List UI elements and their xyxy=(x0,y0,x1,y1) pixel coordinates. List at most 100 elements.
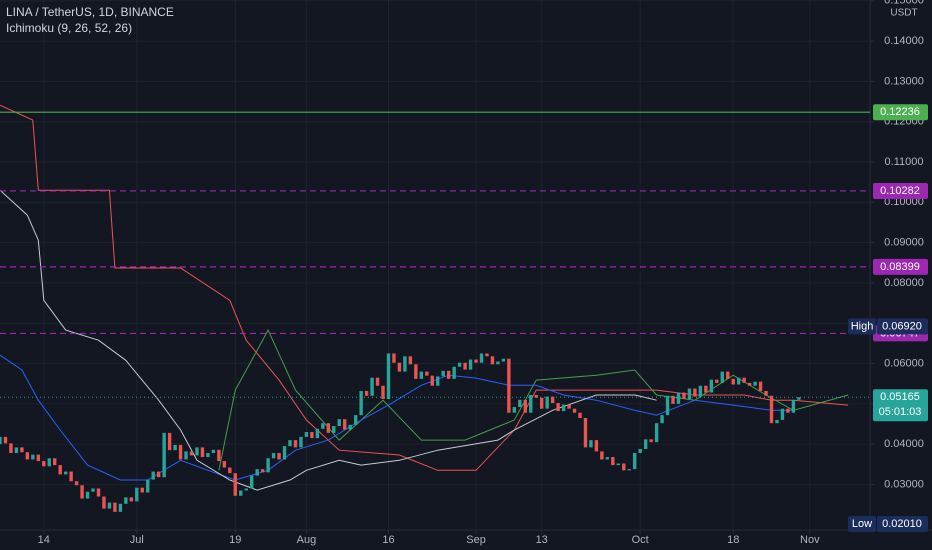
candle-body xyxy=(786,408,790,413)
candle-body xyxy=(14,447,19,454)
candle-body xyxy=(36,454,40,462)
high-name-box xyxy=(848,318,876,335)
candle-body xyxy=(567,404,571,409)
candle-body xyxy=(129,497,134,502)
y-tick-label: 0.10000 xyxy=(884,196,924,208)
candle-body xyxy=(370,377,374,396)
candle-body xyxy=(769,395,774,424)
candle-body xyxy=(343,419,347,430)
candle-body xyxy=(386,353,391,400)
x-tick-label: 13 xyxy=(536,534,548,546)
y-tick-label: 0.15000 xyxy=(884,0,924,7)
axes: 0.030000.040000.050000.060000.070000.080… xyxy=(38,0,928,546)
y-tick-label: 0.04000 xyxy=(884,438,924,450)
candle-body xyxy=(715,379,719,383)
y-tick-label: 0.14000 xyxy=(884,35,924,47)
last-price-box xyxy=(873,389,928,422)
candle-body xyxy=(654,423,659,443)
candle-body xyxy=(479,353,484,363)
currency-label: USDT xyxy=(890,8,917,19)
candle-body xyxy=(797,397,801,400)
candle-body xyxy=(638,448,642,454)
candle-body xyxy=(627,469,631,471)
candle-body xyxy=(709,379,714,393)
candle-body xyxy=(271,453,276,459)
candle-body xyxy=(118,503,123,512)
high-value-box xyxy=(877,318,928,335)
candle-body xyxy=(687,388,692,400)
candle-body xyxy=(742,377,746,383)
candle-body xyxy=(468,359,473,370)
indicator-line xyxy=(218,328,849,471)
candle-body xyxy=(490,356,495,365)
candle-body xyxy=(53,458,57,466)
candle-body xyxy=(534,394,538,398)
chart-title: LINA / TetherUS, 1D, BINANCE xyxy=(6,5,174,19)
candle-body xyxy=(173,444,177,451)
candle-body xyxy=(545,396,549,409)
candle-body xyxy=(485,353,489,357)
candle-body xyxy=(74,481,79,486)
candle-body xyxy=(135,487,139,502)
candle-body xyxy=(233,473,237,496)
candle-body xyxy=(250,475,254,489)
marks xyxy=(0,104,870,512)
level-label: 0.10282 xyxy=(880,185,920,197)
candle-body xyxy=(244,488,248,491)
candle-body xyxy=(758,381,763,391)
level-label-box xyxy=(873,182,928,199)
candle-body xyxy=(151,471,155,480)
candle-body xyxy=(496,361,500,365)
candle-body xyxy=(375,377,380,386)
candle-body xyxy=(332,426,336,433)
candle-body xyxy=(660,415,664,424)
low-name: Low xyxy=(852,518,872,530)
candle-body xyxy=(775,419,779,424)
candle-body xyxy=(589,440,593,448)
candle-body xyxy=(430,375,434,386)
candle-body xyxy=(31,454,35,460)
candle-body xyxy=(381,385,385,400)
candle-body xyxy=(315,428,320,439)
level-label-box xyxy=(873,104,928,121)
candle-body xyxy=(353,415,358,425)
x-tick-label: 14 xyxy=(38,534,50,546)
candle-body xyxy=(611,457,615,466)
candle-body xyxy=(403,356,407,372)
indicator-line xyxy=(0,354,794,481)
candle-body xyxy=(643,439,648,449)
candle-body xyxy=(337,419,341,427)
candle-body xyxy=(124,497,128,504)
y-tick-label: 0.13000 xyxy=(884,75,924,87)
x-tick-label: Sep xyxy=(466,534,486,546)
indicator-line xyxy=(0,189,657,491)
candle-body xyxy=(457,362,462,367)
candle-body xyxy=(239,490,243,496)
candle-body xyxy=(731,378,735,385)
candle-body xyxy=(9,443,13,454)
candle-body xyxy=(91,488,95,492)
candle-body xyxy=(594,440,599,452)
x-tick-label: Aug xyxy=(297,534,317,546)
candle-body xyxy=(102,496,106,509)
candle-body xyxy=(42,461,46,467)
candle-body xyxy=(408,356,413,365)
candle-body xyxy=(523,399,527,413)
candle-body xyxy=(583,417,588,448)
candle-body xyxy=(304,432,309,437)
candle-body xyxy=(616,463,620,466)
candle-body xyxy=(676,392,681,404)
indicator-line xyxy=(0,104,849,471)
candle-body xyxy=(550,396,555,404)
candle-body xyxy=(747,382,752,386)
candle-body xyxy=(561,404,566,412)
candle-body xyxy=(633,453,637,470)
y-tick-label: 0.11000 xyxy=(885,156,924,168)
candle-body xyxy=(753,381,757,386)
candle-body xyxy=(720,371,724,383)
candle-body xyxy=(512,407,517,413)
candle-body xyxy=(764,390,768,396)
candle-body xyxy=(222,461,227,468)
